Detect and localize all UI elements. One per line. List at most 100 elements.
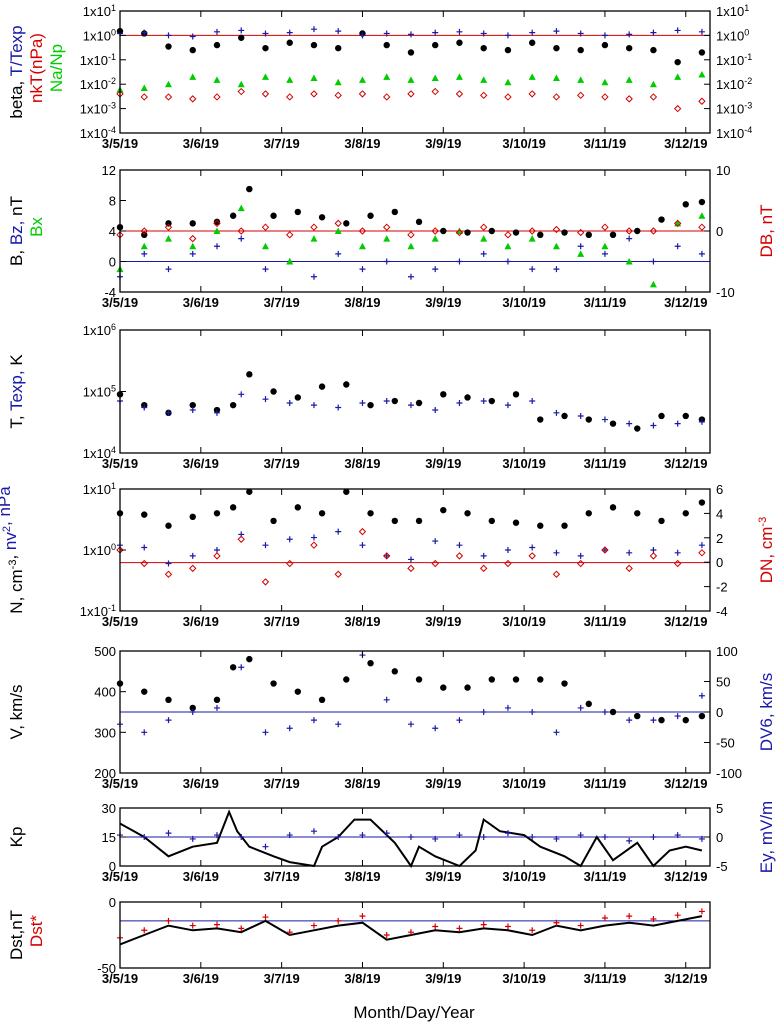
data-point: [553, 919, 560, 926]
data-point: [141, 927, 148, 934]
date-tick-label: 3/9/19: [425, 456, 461, 471]
data-point: [528, 227, 536, 235]
data-point: [529, 266, 536, 273]
data-point: [367, 212, 374, 219]
data-point: [407, 49, 415, 56]
data-point: [576, 91, 585, 100]
data-point: [561, 680, 568, 687]
data-point: [141, 231, 148, 239]
data-point: [213, 409, 220, 416]
data-point: [601, 250, 608, 257]
data-point: [213, 93, 221, 101]
data-point: [626, 31, 633, 38]
data-point: [407, 76, 415, 83]
data-point: [310, 273, 317, 280]
date-tick-label: 3/10/19: [502, 456, 545, 471]
data-point: [553, 409, 560, 416]
data-point: [561, 412, 568, 420]
data-point: [310, 534, 317, 541]
data-point: [286, 258, 294, 265]
data-point: [455, 73, 463, 80]
data-point: [504, 258, 511, 265]
data-point: [577, 832, 584, 839]
date-tick-label: 3/11/19: [584, 776, 627, 791]
data-point: [189, 709, 196, 715]
data-point: [383, 696, 390, 703]
data-point: [432, 923, 439, 930]
data-point: [334, 570, 342, 578]
left-tick-label: 0: [109, 859, 116, 874]
data-point: [359, 400, 366, 407]
data-point: [625, 95, 633, 103]
data-point: [626, 913, 633, 920]
data-point: [165, 830, 172, 837]
data-point: [335, 404, 342, 411]
data-point: [658, 716, 665, 724]
data-point: [334, 91, 342, 100]
data-point: [528, 39, 536, 46]
data-point: [140, 84, 148, 91]
data-point: [601, 709, 608, 715]
data-point: [504, 46, 512, 54]
data-point: [529, 927, 536, 934]
panel-velocity: 3/5/19 3/6/19 3/7/19 3/8/19 3/9/19 3/10/19 3/1…: [7, 644, 776, 791]
data-point: [286, 93, 294, 101]
data-point: [650, 834, 657, 840]
data-point: [552, 93, 561, 101]
data-point: [310, 235, 318, 242]
data-point: [189, 922, 196, 929]
data-point: [488, 397, 495, 405]
date-tick-label: 3/8/19: [344, 295, 380, 310]
data-point: [674, 912, 681, 919]
data-point: [529, 398, 536, 405]
data-point: [431, 87, 439, 96]
data-point: [537, 522, 544, 529]
left-tick-label: 4: [109, 224, 116, 239]
data-point: [237, 227, 245, 235]
data-point: [310, 223, 318, 231]
data-point: [383, 398, 390, 405]
data-point: [213, 28, 220, 35]
data-point: [310, 402, 317, 409]
data-point: [634, 510, 641, 517]
date-tick-label: 3/7/19: [264, 295, 300, 310]
data-point: [682, 716, 689, 724]
data-point: [407, 929, 414, 936]
data-point: [480, 44, 487, 52]
data-point: [213, 547, 220, 553]
data-point: [246, 371, 253, 378]
left-tick-label: 8: [109, 194, 116, 209]
right-axis-label: DN, cm-3: [757, 517, 776, 583]
data-point: [286, 76, 294, 83]
data-point: [634, 712, 641, 720]
data-point: [165, 409, 172, 416]
data-point: [367, 660, 374, 667]
data-point: [391, 397, 398, 405]
date-tick-label: 3/11/19: [584, 295, 627, 310]
data-point: [407, 556, 414, 563]
data-point: [552, 570, 561, 578]
left-tick-label: 0: [109, 895, 116, 910]
data-point: [238, 925, 245, 932]
data-point: [649, 552, 658, 560]
data-point: [674, 73, 682, 80]
data-point: [334, 78, 342, 86]
data-point: [286, 400, 293, 407]
data-point: [261, 578, 270, 586]
data-point: [480, 709, 487, 715]
data-point: [213, 218, 221, 226]
data-point: [407, 834, 414, 840]
date-tick-label: 3/6/19: [183, 776, 219, 791]
date-tick-label: 3/9/19: [425, 614, 461, 629]
data-point: [512, 391, 520, 398]
data-point: [335, 528, 342, 535]
data-point: [698, 49, 706, 56]
data-point: [359, 542, 366, 549]
data-point: [189, 33, 196, 40]
data-point: [504, 231, 512, 239]
data-point: [286, 29, 293, 36]
data-point: [286, 559, 294, 568]
data-point: [601, 78, 609, 86]
left-axis-label: N, cm-3, nv2, nPa: [0, 486, 26, 614]
right-tick-label: 1x100: [716, 27, 749, 43]
